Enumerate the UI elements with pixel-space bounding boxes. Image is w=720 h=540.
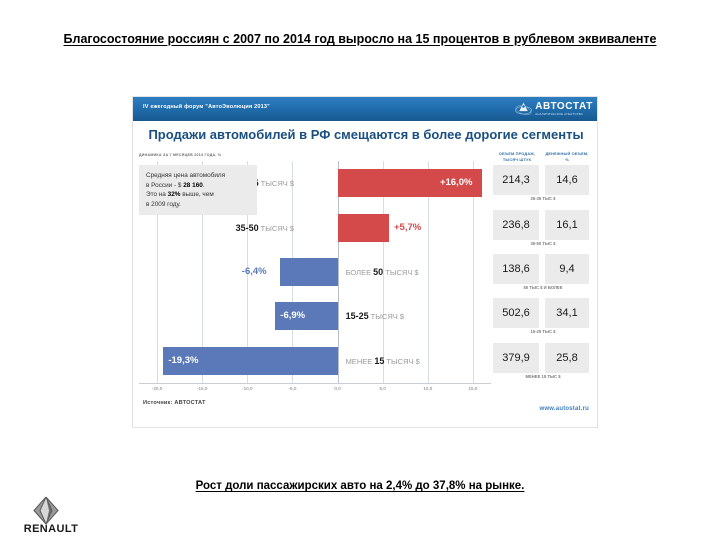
grid-line [472, 161, 474, 383]
cell-sales-volume: 214,3 [493, 165, 539, 196]
bar-1 [337, 169, 482, 198]
cell-segment-label: 15-25 ТЫС $ [530, 329, 556, 335]
cell-segment-label: МЕНЕЕ 15 ТЫС $ [525, 373, 561, 379]
cell-sales-volume: 138,6 [493, 254, 539, 284]
cell-sales-volume: 379,9 [493, 342, 539, 373]
x-axis-tick: -10,0 [242, 386, 253, 391]
x-axis-tick: 15,0 [468, 386, 478, 391]
cell-sales-volume: 236,8 [493, 209, 539, 240]
forum-label: IV ежегодный форум "АвтоЭволюция 2013" [143, 104, 270, 110]
grid-line [382, 161, 384, 383]
bar-value-label: -6,9% [280, 310, 306, 322]
callout-line-3-post: выше, чем [180, 191, 214, 199]
bar-category-label: МЕНЕЕ 15 ТЫСЯЧ $ [345, 355, 420, 366]
chart-source: Источник: АВТОСТАТ [143, 400, 206, 406]
renault-wordmark: RENAULT [23, 523, 79, 535]
callout-line-1: Средняя цена автомобиля [146, 172, 226, 179]
page-title: Благосостояние россиян с 2007 по 2014 го… [48, 30, 672, 49]
autostat-website-url: www.autostat.ru [539, 406, 589, 412]
table-row: 138,6 9,4 50 ТЫС $ И БОЛЕЕ [491, 254, 595, 298]
page-title-text: Благосостояние россиян с 2007 по 2014 го… [63, 32, 657, 46]
bar-chart-plot: +16,0%25-35 ТЫСЯЧ $+5,7%35-50 ТЫСЯЧ $-6,… [139, 161, 491, 383]
bar-category-label: 15-25 ТЫСЯЧ $ [345, 311, 404, 322]
grid-line [157, 161, 159, 383]
bar-2 [337, 213, 389, 242]
infographic-image: IV ежегодный форум "АвтоЭволюция 2013" А… [132, 96, 598, 428]
x-axis-tick: 0,0 [334, 386, 341, 391]
bar-value-label: -19,3% [168, 354, 199, 366]
cell-money-share: 16,1 [545, 209, 589, 240]
cell-segment-label: 50 ТЫС $ И БОЛЕЕ [523, 285, 563, 290]
table-row: 214,3 14,6 25-35 ТЫС $ [491, 165, 595, 209]
bar-category-label: 35-50 ТЫСЯЧ $ [235, 222, 294, 233]
cell-money-share: 9,4 [545, 254, 589, 284]
bar-row: -19,3% МЕНЕЕ 15 ТЫСЯЧ $ [139, 339, 491, 383]
grid-line [427, 161, 429, 383]
x-axis-tick: 10,0 [423, 386, 433, 391]
bar-value-label: +5,7% [394, 221, 422, 233]
table-row: 379,9 25,8 МЕНЕЕ 15 ТЫС $ [491, 342, 595, 387]
bar-category-label: БОЛЕЕ 50 ТЫСЯЧ $ [345, 266, 419, 277]
callout-price-value: 28 160 [183, 181, 203, 189]
bar-3 [279, 257, 338, 286]
cell-segment-label: 35-50 ТЫС $ [530, 240, 556, 246]
cell-sales-volume: 502,6 [493, 298, 539, 329]
bottom-caption: Рост доли пассажирских авто на 2,4% до 3… [48, 480, 672, 492]
x-axis-line [139, 383, 491, 384]
table-row: 502,6 34,1 15-25 ТЫС $ [491, 298, 595, 342]
autostat-logo-subtitle: АНАЛИТИЧЕСКОЕ АГЕНТСТВО [535, 112, 584, 117]
callout-line-2-pre: в России - $ [146, 181, 184, 189]
column-header-sales: ОБЪЕМ ПРОДАЖ, ТЫСЯЧ ШТУК [498, 151, 536, 162]
cell-segment-label: 25-35 ТЫС $ [530, 196, 556, 202]
renault-logo: RENAULT [10, 497, 92, 537]
chart-x-axis: -20,0 -15,0 -10,0 -5,0 0,0 5,0 10,0 15,0 [139, 383, 491, 397]
bar-row: -6,9% 15-25 ТЫСЯЧ $ [139, 294, 491, 338]
renault-diamond-icon [33, 497, 59, 524]
infographic-heading: Продажи автомобилей в РФ смещаются в бол… [148, 127, 584, 142]
column-header-money: ДЕНЕЖНЫЙ ОБЪЕМ, % [545, 151, 589, 162]
bar-row: -6,4% БОЛЕЕ 50 ТЫСЯЧ $ [139, 250, 491, 294]
cell-money-share: 34,1 [545, 298, 589, 329]
autostat-logo-name: АВТОСТАТ [535, 100, 593, 112]
x-axis-tick: -15,0 [196, 386, 208, 391]
autostat-logo-icon [515, 102, 533, 115]
cell-money-share: 25,8 [545, 342, 589, 373]
x-axis-tick: -20,0 [151, 386, 163, 391]
x-axis-tick: -5,0 [288, 386, 297, 391]
zero-line [337, 161, 339, 383]
bottom-caption-text: Рост доли пассажирских авто на 2,4% до 3… [195, 480, 525, 492]
autostat-logo: АВТОСТАТ АНАЛИТИЧЕСКОЕ АГЕНТСТВО [489, 100, 593, 118]
callout-growth-value: 32% [167, 191, 181, 199]
bar-5 [163, 346, 338, 375]
infographic-header-bar: IV ежегодный форум "АвтоЭволюция 2013" А… [133, 97, 597, 121]
callout-line-4: в 2009 году. [146, 200, 181, 208]
bar-4 [275, 302, 338, 331]
callout-line-3-pre: Это на [146, 191, 168, 199]
cell-money-share: 14,6 [545, 165, 589, 196]
bar-value-label: +16,0% [439, 177, 473, 189]
grid-line [247, 161, 249, 383]
chart-subtitle: ДИНАМИКА ЗА 7 МЕСЯЦЕВ 2013 ГОДА, % [139, 153, 222, 157]
bar-row: +5,7% 35-50 ТЫСЯЧ $ [139, 205, 491, 249]
x-axis-tick: 5,0 [379, 386, 386, 391]
bar-value-label: -6,4% [241, 265, 267, 277]
table-row: 236,8 16,1 35-50 ТЫС $ [491, 209, 595, 254]
grid-line [202, 161, 204, 383]
segment-data-table: 214,3 14,6 25-35 ТЫС $236,8 16,1 35-50 ТЫС $… [491, 161, 595, 391]
callout-line-2-post: . [202, 181, 205, 189]
average-price-callout: Средняя цена автомобиля в России - $ 28 … [139, 165, 257, 215]
